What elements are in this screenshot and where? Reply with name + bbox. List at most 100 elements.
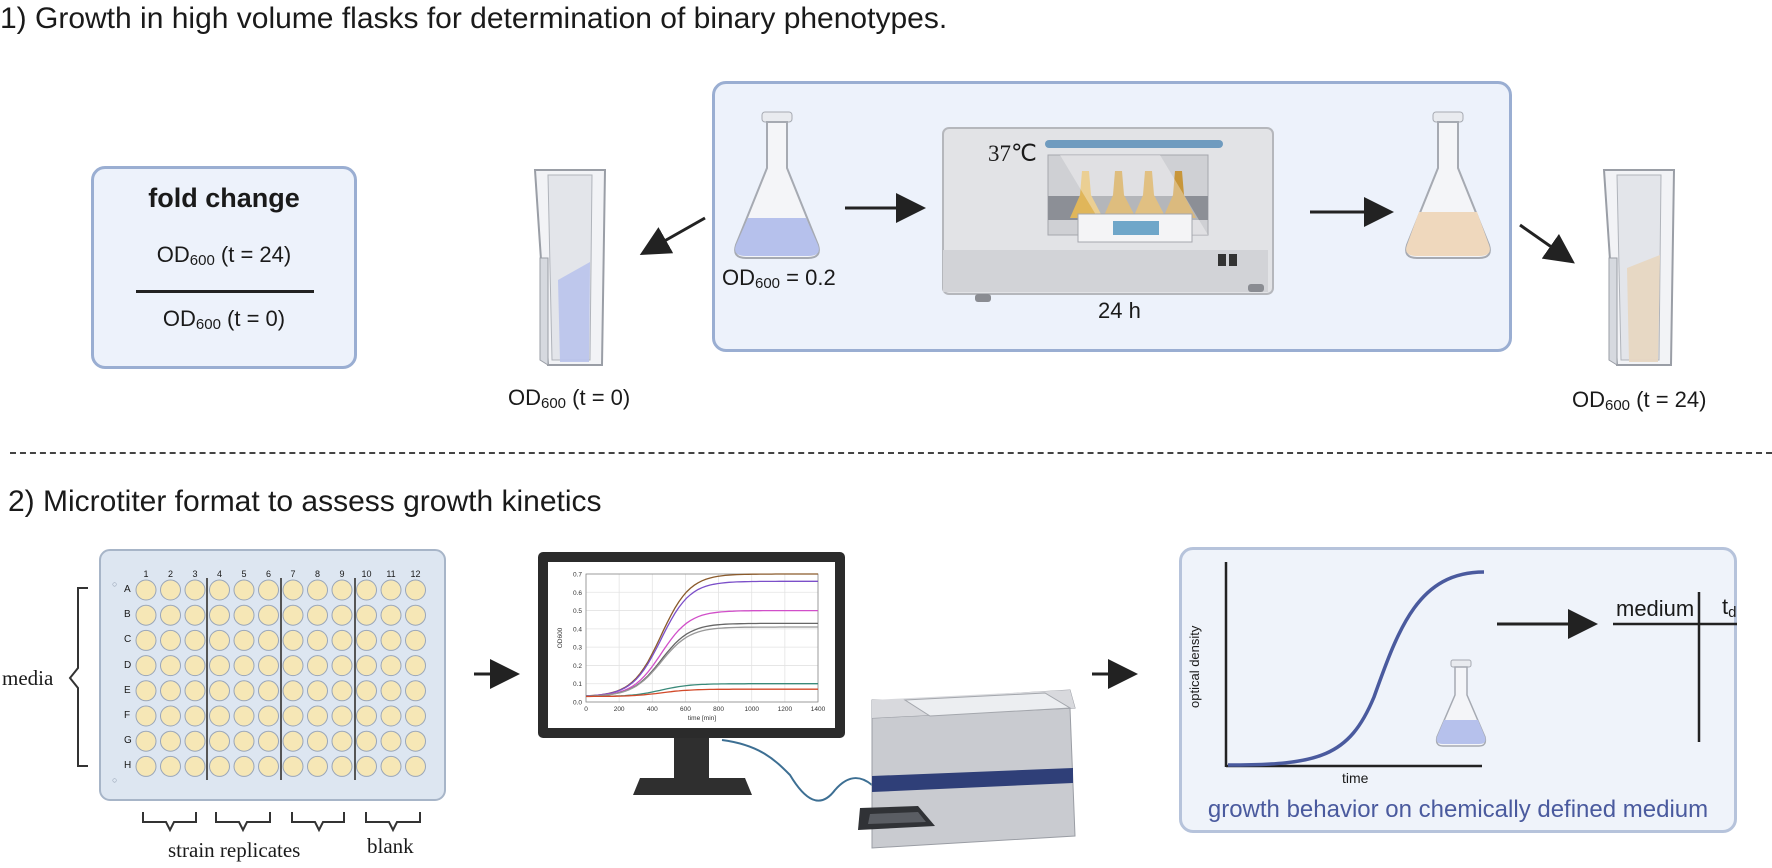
well [307,755,328,777]
well [258,579,279,601]
y-tick-label: 0.5 [573,608,582,615]
plate-column-label: 4 [216,569,222,579]
y-tick-label: 0.4 [573,626,582,633]
y-tick-label: 0.2 [573,663,582,670]
well [282,579,304,601]
plate-reader-icon [858,689,1076,849]
fold-change-numerator: OD600 (t = 24) [156,242,292,269]
column-braces [142,812,421,833]
blank-label: blank [367,834,414,858]
well [135,730,157,752]
x-tick-label: 1400 [811,706,826,713]
plate-column-label: 7 [290,569,296,579]
well [233,755,255,777]
well [184,629,206,651]
well [380,579,402,601]
cuvette-right-label: OD600 (t = 24) [1572,387,1707,414]
fold-change-title: fold change [148,183,300,213]
incubation-time: 24 h [1098,298,1141,323]
well [160,629,181,651]
well [307,655,328,677]
well [356,730,377,752]
well [233,604,255,626]
well [258,755,279,777]
x-axis-label: time [min] [688,715,716,722]
flask-start-label: OD600 = 0.2 [722,265,836,292]
well [135,655,157,677]
section2-title: 2) Microtiter format to assess growth ki… [8,485,602,518]
cuvette-left-label: OD600 (t = 0) [508,385,631,412]
plate-row-label: G [124,735,132,747]
well [331,655,353,677]
growth-curve-plot [1224,562,1737,768]
well [233,655,255,677]
table-col-medium: medium [1616,596,1695,621]
growth-ylabel: optical density [1187,625,1202,708]
fold-change-denominator: OD600 (t = 0) [162,306,286,333]
well [184,755,206,777]
well [160,579,181,601]
well [380,755,402,777]
growth-xlabel: time [1342,770,1369,786]
well [160,604,181,626]
well [135,629,157,651]
well [233,730,255,752]
well [405,604,426,626]
well [258,680,279,702]
growth-trace [586,688,818,698]
well [356,705,377,727]
plate-row-label: E [124,684,131,696]
well [184,680,206,702]
well [307,680,328,702]
growth-flask-icon [1435,659,1487,747]
y-tick-label: 0.0 [573,700,582,707]
plate-column-label: 10 [361,569,372,579]
plate-row-label: A [124,584,131,595]
plate-row-label: H [124,760,132,772]
well [135,755,157,777]
cuvette-right-icon [1602,169,1676,366]
arrow-to-cuvette-left [639,216,706,255]
monitor-growth-chart: 0.0 0.1 0.2 0.3 0.4 0.5 0.6 0.7 0 200 400 600 800 100… [557,572,826,723]
x-tick-label: 800 [713,706,724,713]
plot-frame [585,573,819,703]
x-tick-label: 600 [680,706,691,713]
well [405,579,426,601]
plate-column-label: 9 [339,569,345,579]
plate-column-label: 12 [410,569,421,579]
x-tick-label: 400 [647,706,658,713]
well [135,680,157,702]
flask-tan-icon [1405,111,1491,259]
y-tick-label: 0.1 [573,681,582,688]
cuvette-left-icon [533,169,607,366]
well [405,680,426,702]
well [184,604,206,626]
well [209,755,230,777]
well [184,655,206,677]
well [282,604,304,626]
well [282,755,304,777]
well [209,730,230,752]
x-tick-label: 0 [584,706,588,713]
table-col-td: td [1722,594,1737,621]
well [405,755,426,777]
arrow-to-cuvette-right [1519,223,1575,264]
well [405,655,426,677]
well [184,579,206,601]
well [209,579,230,601]
well [135,604,157,626]
growth-trace [585,580,818,697]
growth-curve [1227,570,1485,767]
well [331,755,353,777]
well [380,730,402,752]
well [184,730,206,752]
well [209,655,230,677]
y-tick-label: 0.7 [573,572,582,579]
well [331,629,353,651]
well [233,629,255,651]
plate-row-label: F [124,710,131,721]
well [258,705,279,727]
well [405,705,426,727]
well [356,755,377,777]
y-tick-label: 0.3 [573,645,582,652]
